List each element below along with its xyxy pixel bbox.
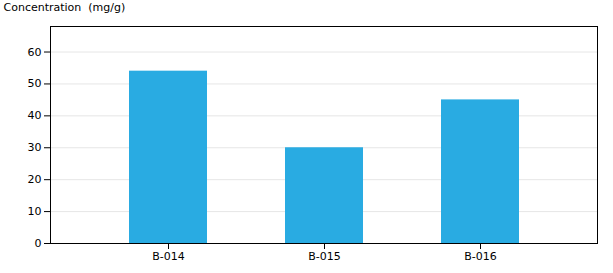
svg-text:Concentration (mg/g): Concentration (mg/g) xyxy=(4,1,126,14)
svg-text:B-016: B-016 xyxy=(464,250,497,263)
svg-text:60: 60 xyxy=(28,46,42,59)
svg-text:40: 40 xyxy=(28,109,42,122)
svg-text:0: 0 xyxy=(35,237,42,250)
svg-text:B-014: B-014 xyxy=(152,250,185,263)
svg-text:20: 20 xyxy=(28,173,42,186)
svg-text:30: 30 xyxy=(28,141,42,154)
svg-text:50: 50 xyxy=(28,77,42,90)
svg-text:10: 10 xyxy=(28,205,42,218)
svg-text:B-015: B-015 xyxy=(308,250,341,263)
